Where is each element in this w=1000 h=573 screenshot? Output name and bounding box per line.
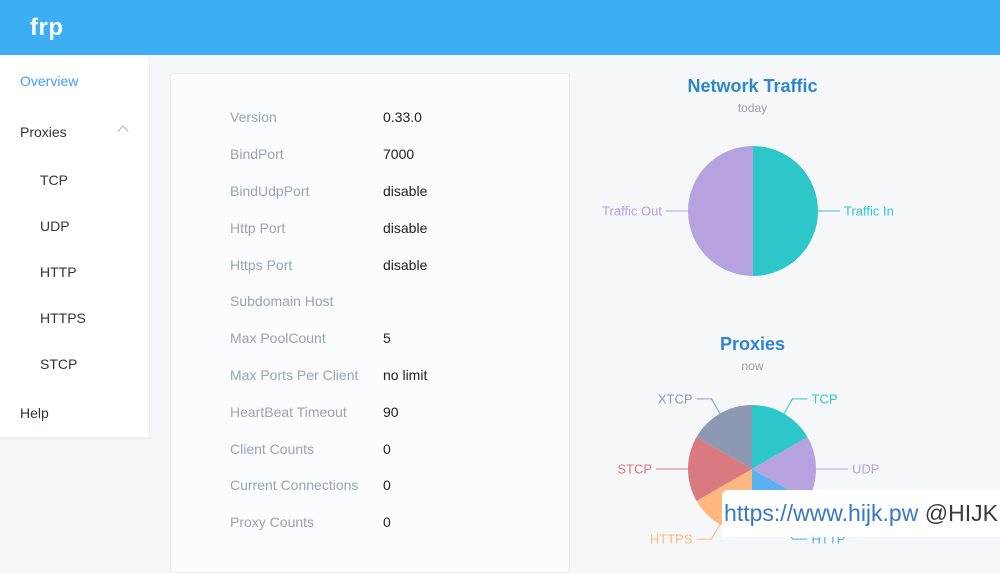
overview-row-label: Proxy Counts — [230, 514, 315, 531]
overview-row-value: 0.33.0 — [383, 109, 422, 126]
pie-slice-xtcp[interactable] — [696, 404, 752, 469]
overview-row-label: Version — [230, 109, 277, 126]
app-logo: frp — [30, 13, 64, 41]
watermark: https://www.hijk.pw @HIJK — [722, 490, 1000, 537]
overview-row-value: 0 — [383, 514, 391, 531]
overview-row-value: 5 — [383, 330, 391, 347]
sidebar-item-label: Overview — [20, 72, 79, 89]
sidebar-item-label: UDP — [40, 218, 70, 234]
overview-row-label: Subdomain Host — [230, 293, 334, 310]
watermark-link[interactable]: https://www.hijk.pw — [724, 500, 919, 526]
pie-slice-traffic-out[interactable] — [688, 146, 753, 276]
sidebar-item-help[interactable]: Help — [0, 387, 149, 438]
overview-row: HeartBeat Timeout 90 — [171, 393, 569, 430]
sidebar-item-http[interactable]: HTTP — [0, 249, 149, 295]
sidebar-item-label: HTTPS — [40, 310, 86, 326]
overview-row: Max PoolCount 5 — [171, 320, 569, 357]
overview-row-value: 7000 — [383, 146, 415, 163]
sidebar-item-tcp[interactable]: TCP — [0, 157, 149, 203]
overview-row-value: disable — [383, 219, 428, 236]
sidebar-item-label: HTTP — [40, 264, 77, 280]
overview-row: Version 0.33.0 — [171, 99, 569, 136]
overview-row-label: BindPort — [230, 146, 284, 163]
overview-row: Proxy Counts 0 — [171, 504, 569, 541]
overview-row-value: 0 — [383, 477, 391, 494]
sidebar-item-udp[interactable]: UDP — [0, 203, 149, 249]
overview-row-label: Current Connections — [230, 477, 359, 494]
app-header: frp — [0, 0, 1000, 55]
watermark-handle: @HIJK — [918, 500, 998, 526]
sidebar-item-label: STCP — [40, 356, 78, 372]
overview-row: Client Counts 0 — [171, 430, 569, 467]
overview-row: BindUdpPort disable — [171, 173, 569, 210]
sidebar-item-label: TCP — [40, 172, 68, 188]
overview-row-value: disable — [383, 182, 428, 199]
proxies-title: Proxies — [719, 334, 786, 354]
pie-slice-traffic-in[interactable] — [753, 146, 818, 276]
pie-label-tcp: TCP — [812, 391, 838, 406]
overview-row-value: no limit — [383, 366, 428, 383]
proxies-subtitle: now — [741, 359, 764, 373]
network-traffic-pie-chart: Traffic In Traffic Out — [602, 146, 894, 276]
overview-row-label: Max Ports Per Client — [230, 366, 359, 383]
pie-label-xtcp: XTCP — [658, 391, 693, 406]
chevron-up-icon — [117, 124, 129, 137]
pie-slice-tcp[interactable] — [752, 404, 808, 469]
overview-row-value: disable — [383, 256, 428, 273]
overview-row: Current Connections 0 — [171, 467, 569, 504]
overview-row: BindPort 7000 — [171, 136, 569, 173]
pie-label-stcp: STCP — [617, 462, 652, 477]
sidebar-item-label: Help — [20, 404, 49, 421]
pie-slice-stcp[interactable] — [687, 437, 752, 501]
network-traffic-subtitle: today — [737, 101, 768, 115]
sidebar: Overview Proxies TCP UDP HTTP HTTPS STCP Help — [0, 55, 150, 438]
network-traffic-chart-header: Network Traffic today — [505, 76, 1000, 115]
sidebar-item-https[interactable]: HTTPS — [0, 295, 149, 341]
overview-row: Subdomain Host — [171, 283, 569, 320]
overview-row-label: HeartBeat Timeout — [230, 403, 347, 420]
pie-label-line-https — [696, 524, 721, 540]
overview-row: Https Port disable — [171, 246, 569, 283]
overview-row: Max Ports Per Client no limit — [171, 357, 569, 394]
pie-label-traffic-in: Traffic In — [844, 204, 894, 219]
pie-label-traffic-out: Traffic Out — [602, 204, 662, 219]
overview-row-label: Max PoolCount — [230, 330, 326, 347]
overview-row-value: 90 — [383, 403, 399, 420]
sidebar-item-overview[interactable]: Overview — [0, 55, 149, 106]
sidebar-item-stcp[interactable]: STCP — [0, 341, 149, 387]
network-traffic-title: Network Traffic — [687, 76, 818, 96]
pie-slice-udp[interactable] — [752, 437, 817, 501]
sidebar-item-label: Proxies — [20, 123, 67, 140]
overview-row-label: BindUdpPort — [230, 182, 310, 199]
overview-panel: Version 0.33.0 BindPort 7000 BindUdpPort… — [170, 73, 570, 573]
pie-label-line-xtcp — [696, 398, 721, 414]
overview-row-label: Https Port — [230, 256, 293, 273]
pie-label-udp: UDP — [852, 462, 879, 477]
overview-row-label: Http Port — [230, 219, 286, 236]
sidebar-item-proxies[interactable]: Proxies — [0, 106, 149, 157]
overview-row-label: Client Counts — [230, 440, 315, 457]
pie-label-line-tcp — [783, 398, 808, 414]
proxies-chart-header: Proxies now — [505, 334, 1000, 373]
overview-row-value: 0 — [383, 440, 391, 457]
pie-label-https: HTTPS — [650, 532, 693, 547]
overview-row: Http Port disable — [171, 209, 569, 246]
